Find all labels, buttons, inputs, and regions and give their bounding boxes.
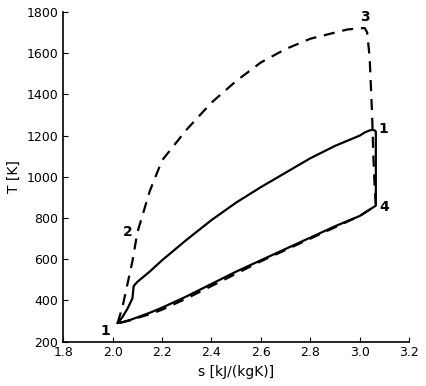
X-axis label: s [kJ/(kgK)]: s [kJ/(kgK)] bbox=[198, 365, 274, 379]
Text: 1: 1 bbox=[378, 122, 388, 136]
Y-axis label: T [K]: T [K] bbox=[7, 160, 21, 193]
Text: 3: 3 bbox=[360, 10, 369, 24]
Text: 1: 1 bbox=[101, 324, 110, 338]
Text: 2: 2 bbox=[123, 225, 132, 239]
Text: 4: 4 bbox=[380, 200, 389, 214]
